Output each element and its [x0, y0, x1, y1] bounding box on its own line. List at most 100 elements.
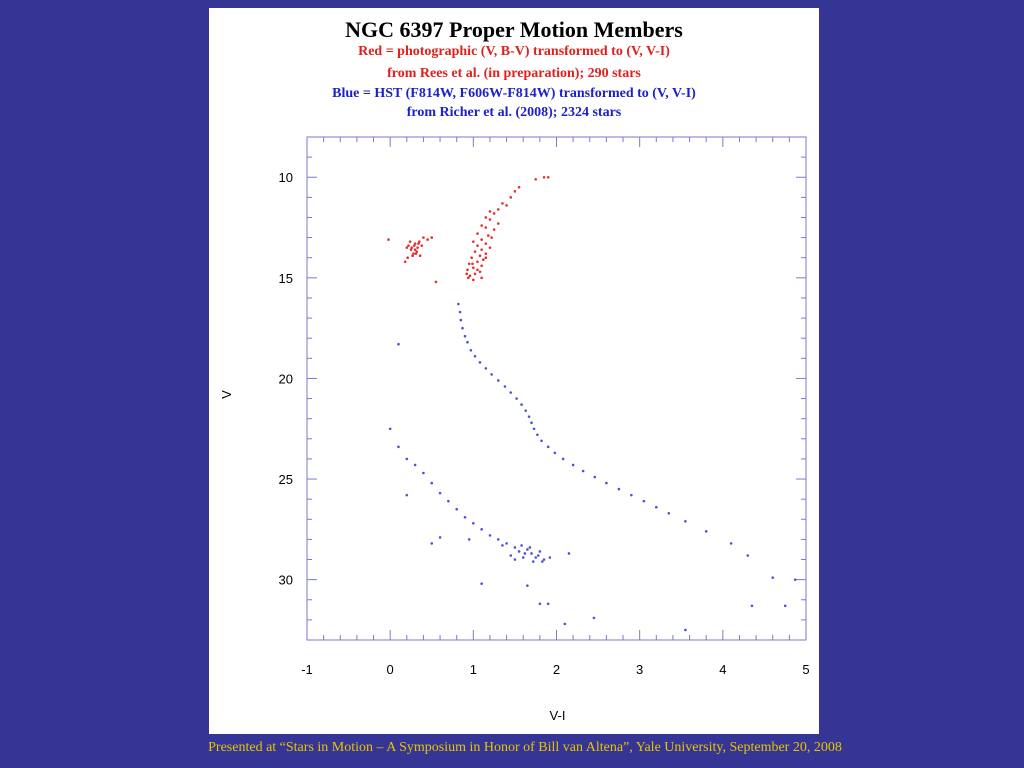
blue-star-point: [655, 505, 658, 509]
red-star-point: [408, 240, 412, 243]
blue-star-point: [548, 556, 552, 559]
blue-star-point: [523, 552, 527, 555]
red-star-point: [465, 272, 468, 276]
red-star-point: [472, 266, 475, 270]
subtitle-line-1: Red = photographic (V, B-V) transformed …: [358, 44, 670, 59]
red-star-point: [387, 238, 390, 241]
red-star-point: [478, 254, 482, 258]
blue-star-point: [480, 582, 483, 585]
red-star-point: [406, 256, 409, 260]
x-tick-label: 4: [719, 662, 726, 677]
red-star-point: [473, 272, 477, 276]
red-star-point: [492, 228, 496, 231]
blue-star-point: [501, 544, 504, 547]
blue-star-point: [430, 481, 434, 485]
plot-frame: [306, 136, 807, 641]
blue-star-point: [531, 560, 535, 563]
blue-star-point: [532, 427, 536, 431]
blue-star-point: [642, 499, 646, 503]
red-star-point: [480, 224, 483, 227]
blue-star-point: [524, 409, 528, 412]
blue-star-point: [517, 550, 521, 553]
blue-star-point: [520, 403, 523, 406]
red-star-point: [480, 276, 483, 280]
red-star-point: [416, 246, 419, 249]
red-star-point: [471, 262, 474, 266]
blue-star-point: [684, 628, 687, 632]
blue-star-point: [538, 550, 542, 553]
y-tick-label: 10: [279, 170, 293, 185]
red-star-point: [517, 186, 521, 189]
blue-star-point: [561, 457, 565, 461]
red-star-point: [478, 270, 482, 274]
y-tick-label: 20: [279, 371, 293, 386]
red-star-point: [418, 254, 422, 258]
blue-star-point: [553, 451, 557, 455]
blue-star-point: [667, 511, 671, 515]
red-star-point: [488, 218, 492, 221]
blue-star-point: [478, 361, 482, 364]
x-tick-label: 1: [470, 662, 477, 677]
blue-star-point: [528, 546, 532, 549]
red-star-point: [405, 246, 409, 249]
red-star-point: [472, 278, 475, 282]
blue-star-point: [515, 397, 518, 400]
blue-star-point: [520, 544, 523, 547]
red-star-point: [484, 226, 488, 229]
blue-star-point: [521, 556, 525, 559]
red-star-point: [467, 262, 471, 266]
blue-star-point: [438, 536, 442, 539]
chart-panel: NGC 6397 Proper Motion Members Red = pho…: [209, 8, 819, 734]
blue-star-point: [530, 421, 533, 425]
blue-star-point: [581, 469, 585, 473]
blue-star-point: [413, 463, 417, 467]
red-star-point: [403, 260, 407, 264]
red-star-point: [484, 216, 488, 219]
blue-star-point: [496, 538, 500, 541]
y-axis-label: V: [219, 390, 234, 399]
red-star-point: [505, 204, 508, 207]
blue-star-point: [455, 507, 458, 511]
red-star-point: [420, 244, 424, 247]
blue-star-point: [617, 487, 621, 491]
blue-star-point: [746, 554, 750, 557]
red-star-point: [407, 244, 410, 247]
blue-star-point: [546, 445, 550, 449]
chart-title: NGC 6397 Proper Motion Members: [345, 17, 683, 42]
blue-star-point: [571, 463, 575, 467]
red-star-point: [422, 236, 425, 239]
blue-star-point: [593, 475, 597, 479]
blue-star-point: [513, 558, 517, 561]
blue-star-point: [542, 558, 546, 561]
blue-star-point: [563, 622, 567, 626]
blue-star-point: [397, 342, 400, 346]
red-star-point: [414, 252, 418, 255]
red-star-point: [534, 177, 538, 181]
subtitle-line-2: from Rees et al. (in preparation); 290 s…: [387, 66, 641, 81]
blue-star-point: [488, 534, 492, 537]
blue-star-point: [546, 602, 550, 606]
blue-star-point: [536, 433, 539, 437]
blue-star-point: [729, 542, 733, 545]
red-star-point: [476, 260, 479, 264]
blue-star-point: [605, 481, 608, 485]
blue-star-point: [496, 379, 500, 382]
blue-star-point: [526, 548, 529, 551]
red-star-point: [513, 190, 517, 193]
blue-star-point: [509, 554, 513, 557]
red-star-point: [501, 202, 504, 205]
blue-star-point: [509, 391, 513, 394]
blue-star-point: [405, 457, 409, 461]
blue-star-point: [457, 302, 460, 306]
red-star-point: [480, 264, 483, 268]
x-tick-label: 2: [553, 662, 560, 677]
red-star-point: [466, 268, 469, 272]
blue-star-point: [530, 552, 533, 555]
blue-star-point: [503, 385, 507, 388]
red-star-point: [434, 280, 438, 284]
blue-star-point: [540, 439, 543, 443]
blue-star-point: [526, 584, 529, 587]
red-star-point: [542, 175, 546, 179]
blue-star-point: [466, 340, 469, 344]
blue-star-point: [467, 538, 471, 541]
